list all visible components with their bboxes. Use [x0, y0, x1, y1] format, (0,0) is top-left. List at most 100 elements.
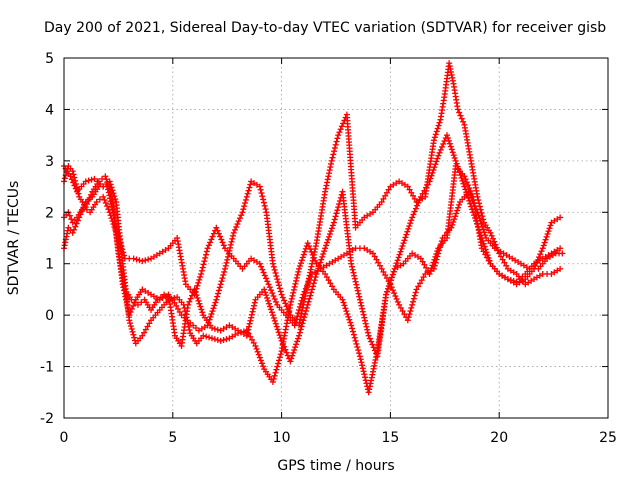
- data-point: [321, 248, 328, 255]
- data-point: [364, 329, 371, 336]
- data-point: [399, 308, 406, 315]
- data-point: [362, 317, 369, 324]
- data-point: [361, 371, 368, 378]
- grid-layer: [64, 58, 608, 418]
- data-point: [340, 299, 347, 306]
- data-point: [475, 226, 482, 233]
- data-point: [361, 314, 368, 321]
- data-point: [404, 228, 411, 235]
- data-point: [257, 357, 264, 364]
- data-point: [396, 251, 403, 258]
- data-point: [355, 290, 362, 297]
- data-point: [489, 235, 496, 242]
- data-point: [70, 171, 77, 178]
- data-point: [332, 213, 339, 220]
- data-point: [392, 293, 399, 300]
- data-point: [107, 187, 114, 194]
- data-point: [458, 115, 465, 122]
- data-point: [431, 134, 438, 141]
- data-point: [82, 178, 89, 185]
- data-point: [171, 299, 178, 306]
- data-point: [260, 196, 267, 203]
- data-point: [311, 277, 318, 284]
- data-point: [417, 255, 424, 262]
- data-point: [293, 341, 300, 348]
- data-point: [471, 212, 478, 219]
- data-point: [469, 206, 476, 213]
- data-point: [236, 215, 243, 222]
- data-point: [318, 256, 325, 263]
- data-point: [213, 296, 220, 303]
- data-point: [432, 131, 439, 138]
- data-point: [411, 195, 418, 202]
- data-point: [540, 242, 547, 249]
- data-point: [100, 193, 107, 200]
- data-point: [61, 175, 68, 182]
- data-point: [354, 287, 361, 294]
- data-point: [255, 351, 262, 358]
- data-point: [545, 228, 552, 235]
- data-point: [405, 314, 412, 321]
- data-point: [435, 152, 442, 159]
- data-point: [104, 179, 111, 186]
- data-point: [198, 267, 205, 274]
- data-point: [203, 333, 210, 340]
- data-point: [262, 206, 269, 213]
- data-point: [268, 287, 275, 294]
- data-point: [419, 258, 426, 265]
- data-point: [192, 289, 199, 296]
- data-point: [191, 286, 198, 293]
- data-point: [324, 239, 331, 246]
- data-point: [432, 161, 439, 168]
- data-point: [295, 268, 302, 275]
- data-point: [211, 325, 218, 332]
- data-point: [346, 316, 353, 323]
- data-point: [326, 167, 333, 174]
- data-point: [207, 313, 214, 320]
- data-point: [230, 232, 237, 239]
- data-point: [261, 286, 268, 293]
- data-point: [392, 263, 399, 269]
- data-point: [85, 177, 92, 184]
- data-point: [273, 366, 280, 373]
- data-point: [293, 277, 300, 284]
- data-point: [208, 335, 215, 342]
- data-point: [407, 308, 414, 315]
- data-point: [423, 264, 430, 271]
- data-point: [247, 181, 254, 188]
- data-point: [316, 262, 323, 269]
- data-point: [219, 275, 226, 282]
- data-point: [249, 308, 256, 315]
- data-point: [337, 126, 344, 133]
- data-point: [325, 233, 332, 240]
- data-point: [350, 269, 357, 276]
- data-point: [420, 274, 427, 281]
- data-point: [485, 255, 492, 261]
- data-point: [282, 300, 289, 307]
- data-point: [198, 306, 205, 313]
- data-point: [330, 151, 337, 158]
- data-point: [384, 288, 391, 295]
- data-point: [413, 286, 420, 293]
- data-point: [228, 238, 235, 245]
- data-point: [175, 305, 182, 312]
- data-point: [434, 155, 441, 162]
- data-point: [295, 335, 302, 342]
- data-point: [410, 298, 417, 305]
- data-point: [246, 184, 253, 191]
- data-point: [322, 245, 329, 252]
- data-point: [355, 347, 362, 354]
- data-point: [273, 298, 280, 305]
- data-point: [243, 332, 250, 339]
- data-point: [214, 337, 221, 343]
- data-point: [227, 241, 234, 248]
- data-point: [146, 320, 153, 327]
- data-point: [277, 351, 284, 358]
- data-point: [195, 279, 202, 286]
- data-point: [363, 323, 370, 330]
- data-point: [448, 224, 455, 231]
- data-point: [454, 207, 461, 214]
- data-point: [358, 359, 365, 366]
- data-point: [213, 224, 220, 231]
- data-point: [102, 173, 109, 180]
